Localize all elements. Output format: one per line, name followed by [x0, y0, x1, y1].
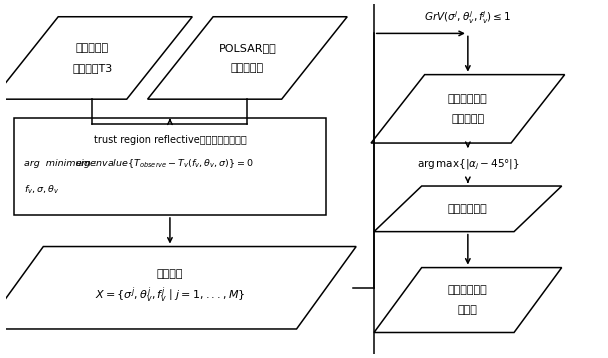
Polygon shape: [148, 17, 347, 99]
Text: arg  minimum :: arg minimum :: [24, 159, 100, 168]
Polygon shape: [0, 247, 356, 329]
Text: 相干矩阵T3: 相干矩阵T3: [72, 63, 112, 73]
Text: 最优解: 最优解: [458, 305, 478, 315]
Polygon shape: [374, 186, 562, 232]
Text: $X=\{\sigma^j,\theta_v^j,f_v^j\mid j=1,...,M\}$: $X=\{\sigma^j,\theta_v^j,f_v^j\mid j=1,.…: [95, 286, 245, 305]
Polygon shape: [371, 74, 565, 143]
Text: $GrV(\sigma^j,\theta_v^j,f_v^j)\leq1$: $GrV(\sigma^j,\theta_v^j,f_v^j)\leq1$: [424, 9, 511, 26]
Bar: [13, 118, 326, 215]
Text: 满足地体强度: 满足地体强度: [448, 94, 488, 104]
Text: 自适应模型: 自适应模型: [231, 63, 264, 73]
Text: 去极后极化: 去极后极化: [76, 43, 109, 53]
Polygon shape: [0, 17, 192, 99]
Text: 比的备选解: 比的备选解: [451, 113, 485, 124]
Text: $\arg\max\left\{|\alpha_j-45°|\right\}$: $\arg\max\left\{|\alpha_j-45°|\right\}$: [416, 158, 519, 172]
Text: 植被下地表层: 植被下地表层: [448, 285, 488, 295]
Text: $\mathit{eigenvalue}\{T_{observe}-T_v(f_v,\theta_v,\sigma)\}=0$: $\mathit{eigenvalue}\{T_{observe}-T_v(f_…: [75, 158, 254, 170]
Text: $f_v,\sigma,\theta_v$: $f_v,\sigma,\theta_v$: [24, 183, 60, 196]
Text: 植被层最优解: 植被层最优解: [448, 204, 488, 214]
Text: trust region reflective法求解目标函数：: trust region reflective法求解目标函数：: [94, 135, 246, 145]
Polygon shape: [374, 267, 562, 333]
Text: POLSAR影像: POLSAR影像: [218, 43, 276, 53]
Text: 备选解：: 备选解：: [157, 270, 183, 280]
